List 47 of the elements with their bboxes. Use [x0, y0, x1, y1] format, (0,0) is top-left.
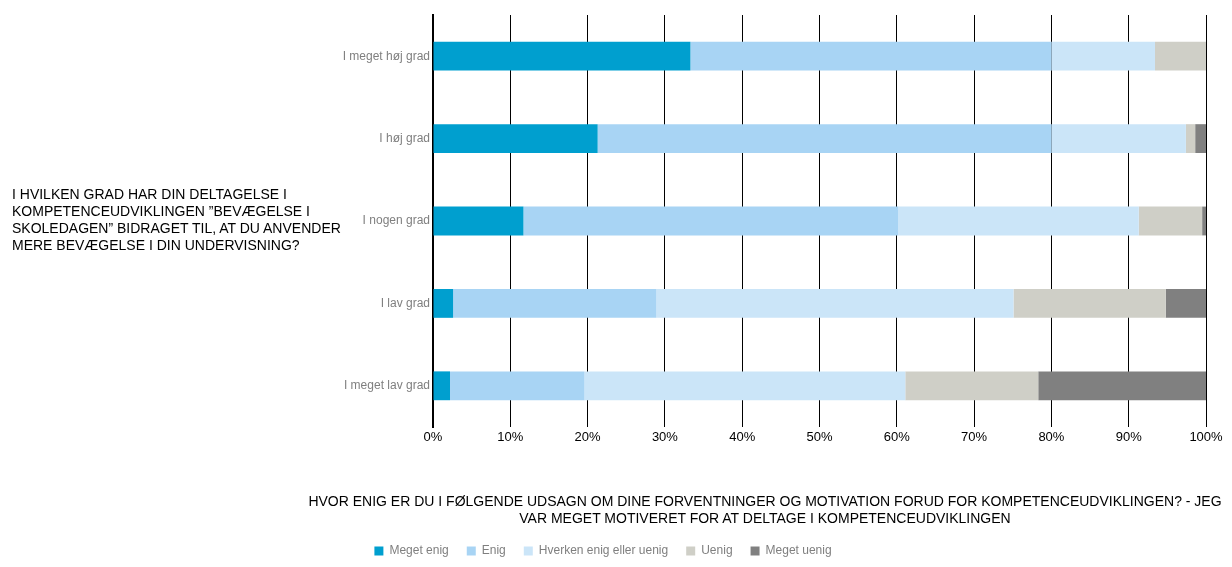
bar: [1051, 41, 1155, 71]
x-tick-label: 10%: [497, 429, 524, 445]
bar: [1051, 124, 1186, 154]
x-tick-label: 80%: [1038, 429, 1065, 445]
y-tick-label: I meget høj grad: [342, 48, 430, 63]
x-tick-label: 0%: [423, 429, 443, 445]
x-tick-label: 70%: [961, 429, 988, 445]
bar: [1202, 206, 1206, 236]
x-tick-label: 90%: [1115, 429, 1143, 445]
bar: [584, 371, 906, 401]
x-tick-label: 30%: [651, 429, 679, 445]
bar: [433, 206, 524, 236]
legend-label: Enig: [481, 543, 506, 558]
bar: [450, 371, 585, 401]
y-axis-title: I HVILKEN GRAD HAR DIN DELTAGELSE I KOMPETENCEUDVIKLINGEN ”BEVÆGELSE I SKOLEDAGEN” BIDRAGET TIL, AT DU ANVENDER MERE BEVÆGELSE I DIN UNDERVISNING?: [12, 186, 342, 254]
x-tick-label: 100%: [1189, 429, 1224, 445]
legend-label: Hverken enig eller uenig: [538, 543, 669, 558]
bar: [898, 206, 1139, 236]
bar: [597, 124, 1052, 154]
bar: [690, 41, 1052, 71]
bar: [656, 288, 1014, 318]
y-tick-label: I nogen grad: [362, 213, 430, 228]
y-tick-label: I meget lav grad: [343, 378, 430, 393]
x-axis-title: HVOR ENIG ER DU I FØLGENDE UDSAGN OM DINE FORVENTNINGER OG MOTIVATION FORUD FOR KOMPETENCEUDVIKLINGEN? - JEG VAR MEGET MOTIVERET FOR AT DELTAGE I KOMPETENCEUDVIKLINGEN: [307, 493, 1223, 527]
y-tick-label: I lav grad: [380, 295, 430, 310]
legend-label: Meget enig: [389, 543, 449, 558]
bar: [1013, 288, 1166, 318]
x-tick-label: 20%: [574, 429, 602, 445]
bar: [1185, 124, 1196, 154]
bar: [905, 371, 1039, 401]
x-tick-label: 50%: [806, 429, 833, 445]
bar: [433, 288, 454, 318]
bar: [433, 371, 451, 401]
bar: [433, 41, 691, 71]
x-tick-label: 40%: [729, 429, 756, 445]
bar: [1195, 124, 1206, 154]
bar: [433, 124, 598, 154]
bar: [1138, 206, 1203, 236]
y-tick-label: I høj grad: [379, 130, 430, 145]
legend-label: Meget uenig: [765, 543, 832, 558]
legend-label: Uenig: [701, 543, 733, 558]
bar: [1165, 288, 1206, 318]
bar: [1154, 41, 1206, 71]
bar: [523, 206, 899, 236]
bar: [1038, 371, 1206, 401]
bar: [453, 288, 657, 318]
x-tick-label: 60%: [883, 429, 911, 445]
